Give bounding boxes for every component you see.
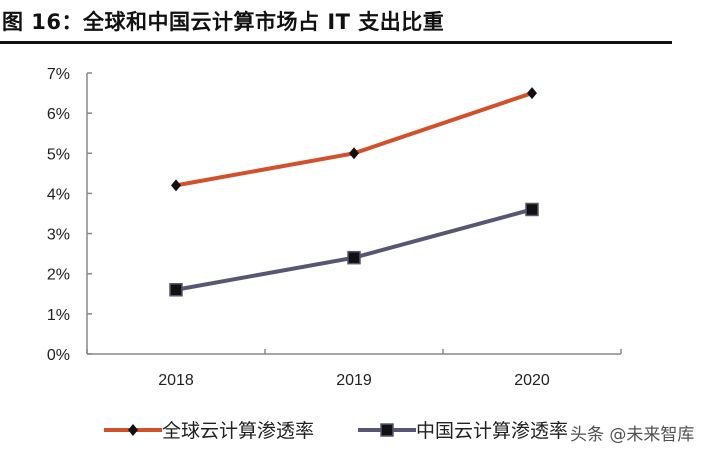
legend-line-square-icon bbox=[358, 422, 416, 437]
figure-title: 图 16：全球和中国云计算市场占 IT 支出比重 bbox=[2, 10, 445, 34]
title-rule bbox=[0, 41, 672, 44]
data-point-diamond bbox=[349, 147, 359, 160]
y-tick-label: 2% bbox=[47, 267, 70, 284]
watermark: 头条 @未来智库 bbox=[570, 425, 695, 445]
y-tick-label: 0% bbox=[47, 347, 70, 364]
legend-line-diamond-icon bbox=[104, 423, 162, 436]
series-line-0 bbox=[175, 91, 533, 188]
data-point-square bbox=[169, 283, 183, 297]
y-tick-label: 1% bbox=[47, 307, 70, 324]
legend-label: 中国云计算渗透率 bbox=[416, 420, 569, 442]
legend-item-china: 中国云计算渗透率 bbox=[358, 416, 568, 443]
y-tick-label: 4% bbox=[47, 186, 70, 203]
data-point-diamond bbox=[527, 87, 537, 100]
legend-label: 全球云计算渗透率 bbox=[162, 420, 315, 442]
x-tick-label: 2018 bbox=[158, 372, 194, 389]
y-tick-label: 6% bbox=[47, 106, 70, 123]
y-tick-label: 3% bbox=[47, 227, 70, 244]
legend-item-global: 全球云计算渗透率 bbox=[104, 416, 314, 443]
x-tick-label: 2020 bbox=[514, 372, 550, 389]
data-point-square bbox=[525, 202, 539, 217]
y-tick-label: 5% bbox=[47, 146, 70, 163]
x-tick-label: 2019 bbox=[336, 372, 372, 389]
data-point-diamond bbox=[171, 179, 181, 192]
series-line-1 bbox=[175, 207, 533, 292]
y-tick-label: 7% bbox=[47, 66, 70, 83]
data-point-square bbox=[347, 250, 361, 265]
